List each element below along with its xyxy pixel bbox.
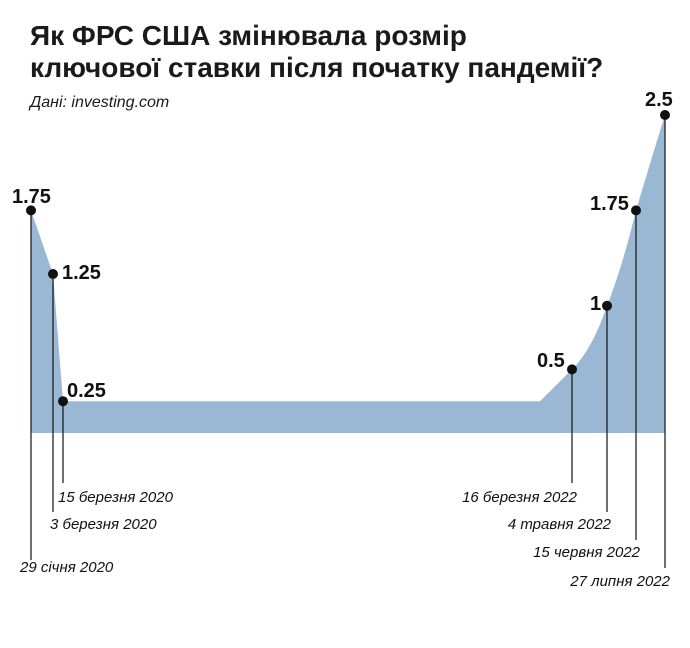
date-label: 16 березня 2022: [462, 489, 578, 506]
date-label: 15 березня 2020: [58, 489, 174, 506]
chart-title: Як ФРС США змінювала розмір ключової ста…: [30, 20, 670, 84]
value-label: 1.75: [12, 186, 51, 208]
data-point-marker: [48, 269, 58, 279]
date-label: 3 березня 2020: [50, 516, 157, 533]
date-label: 29 січня 2020: [19, 559, 114, 576]
data-point-marker: [567, 364, 577, 375]
data-point-marker: [631, 205, 641, 216]
chart-title-line-2: ключової ставки після початку пандемії?: [30, 52, 604, 83]
value-label: 1.25: [62, 262, 101, 284]
date-label: 15 червня 2022: [533, 544, 641, 561]
data-point-marker: [58, 396, 68, 407]
data-point-marker: [602, 300, 612, 311]
value-label: 1: [590, 293, 601, 315]
value-labels: 1.75 1.25 0.25 0.5 1 1.75 2.5: [12, 89, 673, 402]
value-label: 0.25: [67, 380, 106, 402]
rate-area: [31, 115, 665, 433]
data-point-marker: [660, 110, 670, 120]
value-label: 1.75: [590, 193, 629, 215]
date-label: 4 травня 2022: [508, 516, 612, 533]
source-note: Дані: investing.com: [30, 94, 170, 111]
date-label: 27 липня 2022: [569, 573, 670, 590]
value-label: 2.5: [645, 89, 673, 111]
data-point-marker: [26, 205, 36, 216]
date-labels: 29 січня 2020 3 березня 2020 15 березня 20…: [19, 489, 671, 590]
data-point-markers: [26, 110, 670, 407]
chart-title-line-1: Як ФРС США змінювала розмір: [30, 20, 467, 51]
date-leader-lines: [30, 115, 666, 568]
value-label: 0.5: [537, 350, 565, 372]
